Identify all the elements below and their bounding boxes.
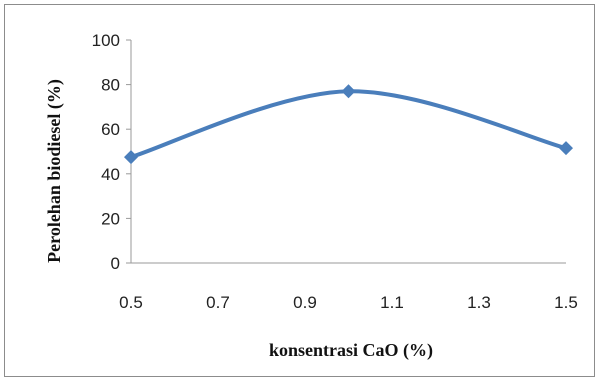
x-tick-label: 1.3: [467, 293, 491, 312]
chart-axes: [126, 39, 566, 264]
y-tick-label: 20: [101, 209, 120, 228]
x-tick-label: 0.7: [206, 293, 230, 312]
x-tick-label: 0.5: [119, 293, 143, 312]
data-point-diamond: [341, 84, 356, 99]
y-tick-labels: 0 20 40 60 80 100: [92, 31, 120, 273]
y-tick-label: 0: [111, 254, 120, 273]
series-line: [129, 89, 568, 160]
y-tick-label: 100: [92, 31, 120, 50]
x-tick-label: 1.5: [554, 293, 578, 312]
y-axis-title: Perolehan biodiesel (%): [44, 79, 65, 263]
x-tick-label: 0.9: [293, 293, 317, 312]
y-tick-label: 80: [101, 76, 120, 95]
chart-frame: [4, 4, 595, 377]
series-layer: [124, 84, 573, 165]
data-point-diamond: [559, 141, 573, 156]
data-point-diamond: [124, 150, 138, 165]
x-tick-labels: 0.5 0.7 0.9 1.1 1.3 1.5: [119, 293, 578, 312]
y-tick-label: 40: [101, 165, 120, 184]
y-tick-label: 60: [101, 120, 120, 139]
x-tick-label: 1.1: [380, 293, 404, 312]
x-axis-title: konsentrasi CaO (%): [269, 340, 433, 361]
